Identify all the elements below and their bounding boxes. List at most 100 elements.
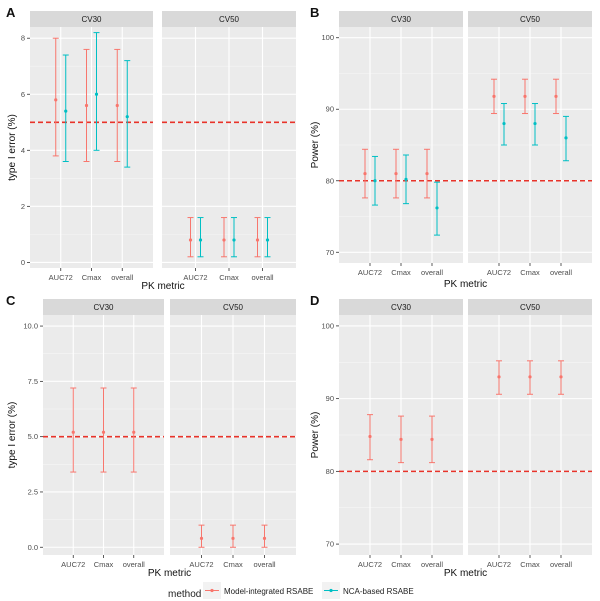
data-point bbox=[115, 103, 119, 108]
facet-cv30: CV30 AUC72 Cmax overall 0 2 4 6 8 bbox=[21, 11, 153, 282]
errorbar-overall bbox=[264, 217, 271, 258]
errorbar-cmax bbox=[532, 103, 538, 146]
y-tick-label: 10.0 bbox=[23, 322, 38, 331]
data-point bbox=[394, 172, 398, 176]
panel-letter: A bbox=[6, 5, 16, 20]
y-tick-label: 80 bbox=[326, 467, 334, 476]
data-point bbox=[528, 375, 532, 379]
errorbar-auc72 bbox=[367, 414, 373, 461]
data-point bbox=[368, 434, 372, 439]
y-axis-title: Power (%) bbox=[310, 412, 321, 459]
data-point bbox=[404, 177, 408, 181]
y-tick-label: 70 bbox=[326, 248, 334, 257]
panel-c: C CV30 AUC72 Cmax overall 0.0 2.5 5.0 7.5 10.0 CV5… bbox=[6, 293, 296, 579]
errorbar-cmax bbox=[393, 148, 399, 199]
facet-strip bbox=[339, 11, 463, 27]
facet-strip-label: CV50 bbox=[223, 303, 244, 312]
facet-cv30: CV30 AUC72 Cmax overall 0.0 2.5 5.0 7.5 10.0 bbox=[23, 299, 164, 569]
y-tick-label: 6 bbox=[21, 90, 25, 99]
x-tick-label: Cmax bbox=[391, 560, 411, 569]
x-axis-title: PK metric bbox=[444, 279, 487, 290]
data-point bbox=[94, 92, 99, 96]
data-point bbox=[232, 238, 236, 242]
errorbar-auc72 bbox=[372, 155, 378, 206]
x-tick-label: AUC72 bbox=[183, 273, 207, 282]
facet-cv30: CV30 AUC72 Cmax overall 70 80 90 100 bbox=[321, 299, 463, 569]
facet-cv50: CV50 AUC72 Cmax overall bbox=[170, 299, 296, 569]
facet-strip-label: CV50 bbox=[219, 15, 240, 24]
errorbar-auc72 bbox=[501, 103, 507, 146]
x-tick-label: overall bbox=[421, 268, 443, 277]
data-point bbox=[363, 172, 367, 176]
x-axis-title: PK metric bbox=[444, 568, 487, 579]
errorbar-cmax bbox=[398, 415, 404, 464]
data-point bbox=[199, 536, 204, 541]
data-point bbox=[231, 536, 235, 541]
data-point bbox=[425, 172, 429, 176]
data-point bbox=[554, 94, 558, 98]
errorbar-auc72 bbox=[362, 148, 368, 199]
x-tick-label: overall bbox=[123, 560, 145, 569]
y-tick-label: 100 bbox=[321, 321, 334, 330]
errorbar-overall bbox=[558, 360, 564, 395]
legend-title: method bbox=[168, 589, 201, 600]
x-tick-label: overall bbox=[550, 268, 572, 277]
x-tick-label: AUC72 bbox=[49, 273, 73, 282]
x-tick-label: AUC72 bbox=[487, 560, 511, 569]
data-point bbox=[132, 430, 136, 434]
facet-strip bbox=[468, 299, 592, 315]
legend-key-nca-based bbox=[322, 582, 340, 599]
errorbar-cmax bbox=[93, 32, 100, 151]
errorbar-auc72 bbox=[197, 217, 204, 258]
legend-key-model-point bbox=[210, 588, 214, 593]
x-tick-label: AUC72 bbox=[487, 268, 511, 277]
x-tick-label: Cmax bbox=[520, 268, 540, 277]
facet-cv50: CV50 AUC72 Cmax overall bbox=[468, 299, 592, 569]
data-point bbox=[373, 179, 377, 183]
errorbar-cmax bbox=[527, 360, 533, 395]
x-axis-title: PK metric bbox=[141, 281, 184, 292]
errorbar-auc72 bbox=[62, 54, 69, 163]
data-point bbox=[497, 375, 501, 379]
x-tick-label: AUC72 bbox=[358, 560, 382, 569]
x-axis-title: PK metric bbox=[148, 568, 191, 579]
y-tick-label: 70 bbox=[326, 540, 334, 549]
data-point bbox=[255, 238, 260, 242]
facet-strip-label: CV50 bbox=[520, 303, 541, 312]
facet-cv50: CV50 AUC72 Cmax overall bbox=[162, 11, 296, 282]
data-point bbox=[125, 115, 129, 119]
errorbar-overall bbox=[114, 48, 121, 163]
x-tick-label: Cmax bbox=[520, 560, 540, 569]
y-tick-label: 5.0 bbox=[28, 432, 38, 441]
x-tick-label: Cmax bbox=[94, 560, 114, 569]
errorbar-auc72 bbox=[491, 78, 497, 115]
errorbar-cmax bbox=[221, 217, 227, 258]
facet-strip bbox=[170, 299, 296, 315]
facet-cv30: CV30 AUC72 Cmax overall 70 80 90 100 bbox=[321, 11, 463, 277]
data-point bbox=[84, 103, 89, 108]
x-tick-label: overall bbox=[253, 560, 275, 569]
data-point bbox=[71, 430, 75, 434]
facet-strip bbox=[43, 299, 164, 315]
facet-strip bbox=[30, 11, 153, 27]
errorbar-cmax bbox=[83, 48, 90, 163]
x-tick-label: Cmax bbox=[223, 560, 243, 569]
x-tick-label: Cmax bbox=[219, 273, 239, 282]
panel-letter: B bbox=[310, 5, 319, 20]
errorbar-cmax bbox=[403, 154, 409, 205]
facet-strip-label: CV30 bbox=[391, 303, 412, 312]
legend-key-nca-point bbox=[329, 588, 333, 593]
y-tick-label: 90 bbox=[326, 105, 334, 114]
y-tick-label: 90 bbox=[326, 394, 334, 403]
data-point bbox=[64, 109, 68, 113]
legend-label-model-integrated: Model-integrated RSABE bbox=[224, 587, 313, 596]
y-tick-label: 0.0 bbox=[28, 543, 38, 552]
errorbar-cmax bbox=[231, 217, 237, 258]
errorbar-overall bbox=[124, 60, 131, 168]
errorbar-overall bbox=[434, 181, 440, 236]
x-tick-label: AUC72 bbox=[61, 560, 85, 569]
errorbar-cmax bbox=[100, 387, 107, 473]
y-tick-label: 100 bbox=[321, 33, 334, 42]
